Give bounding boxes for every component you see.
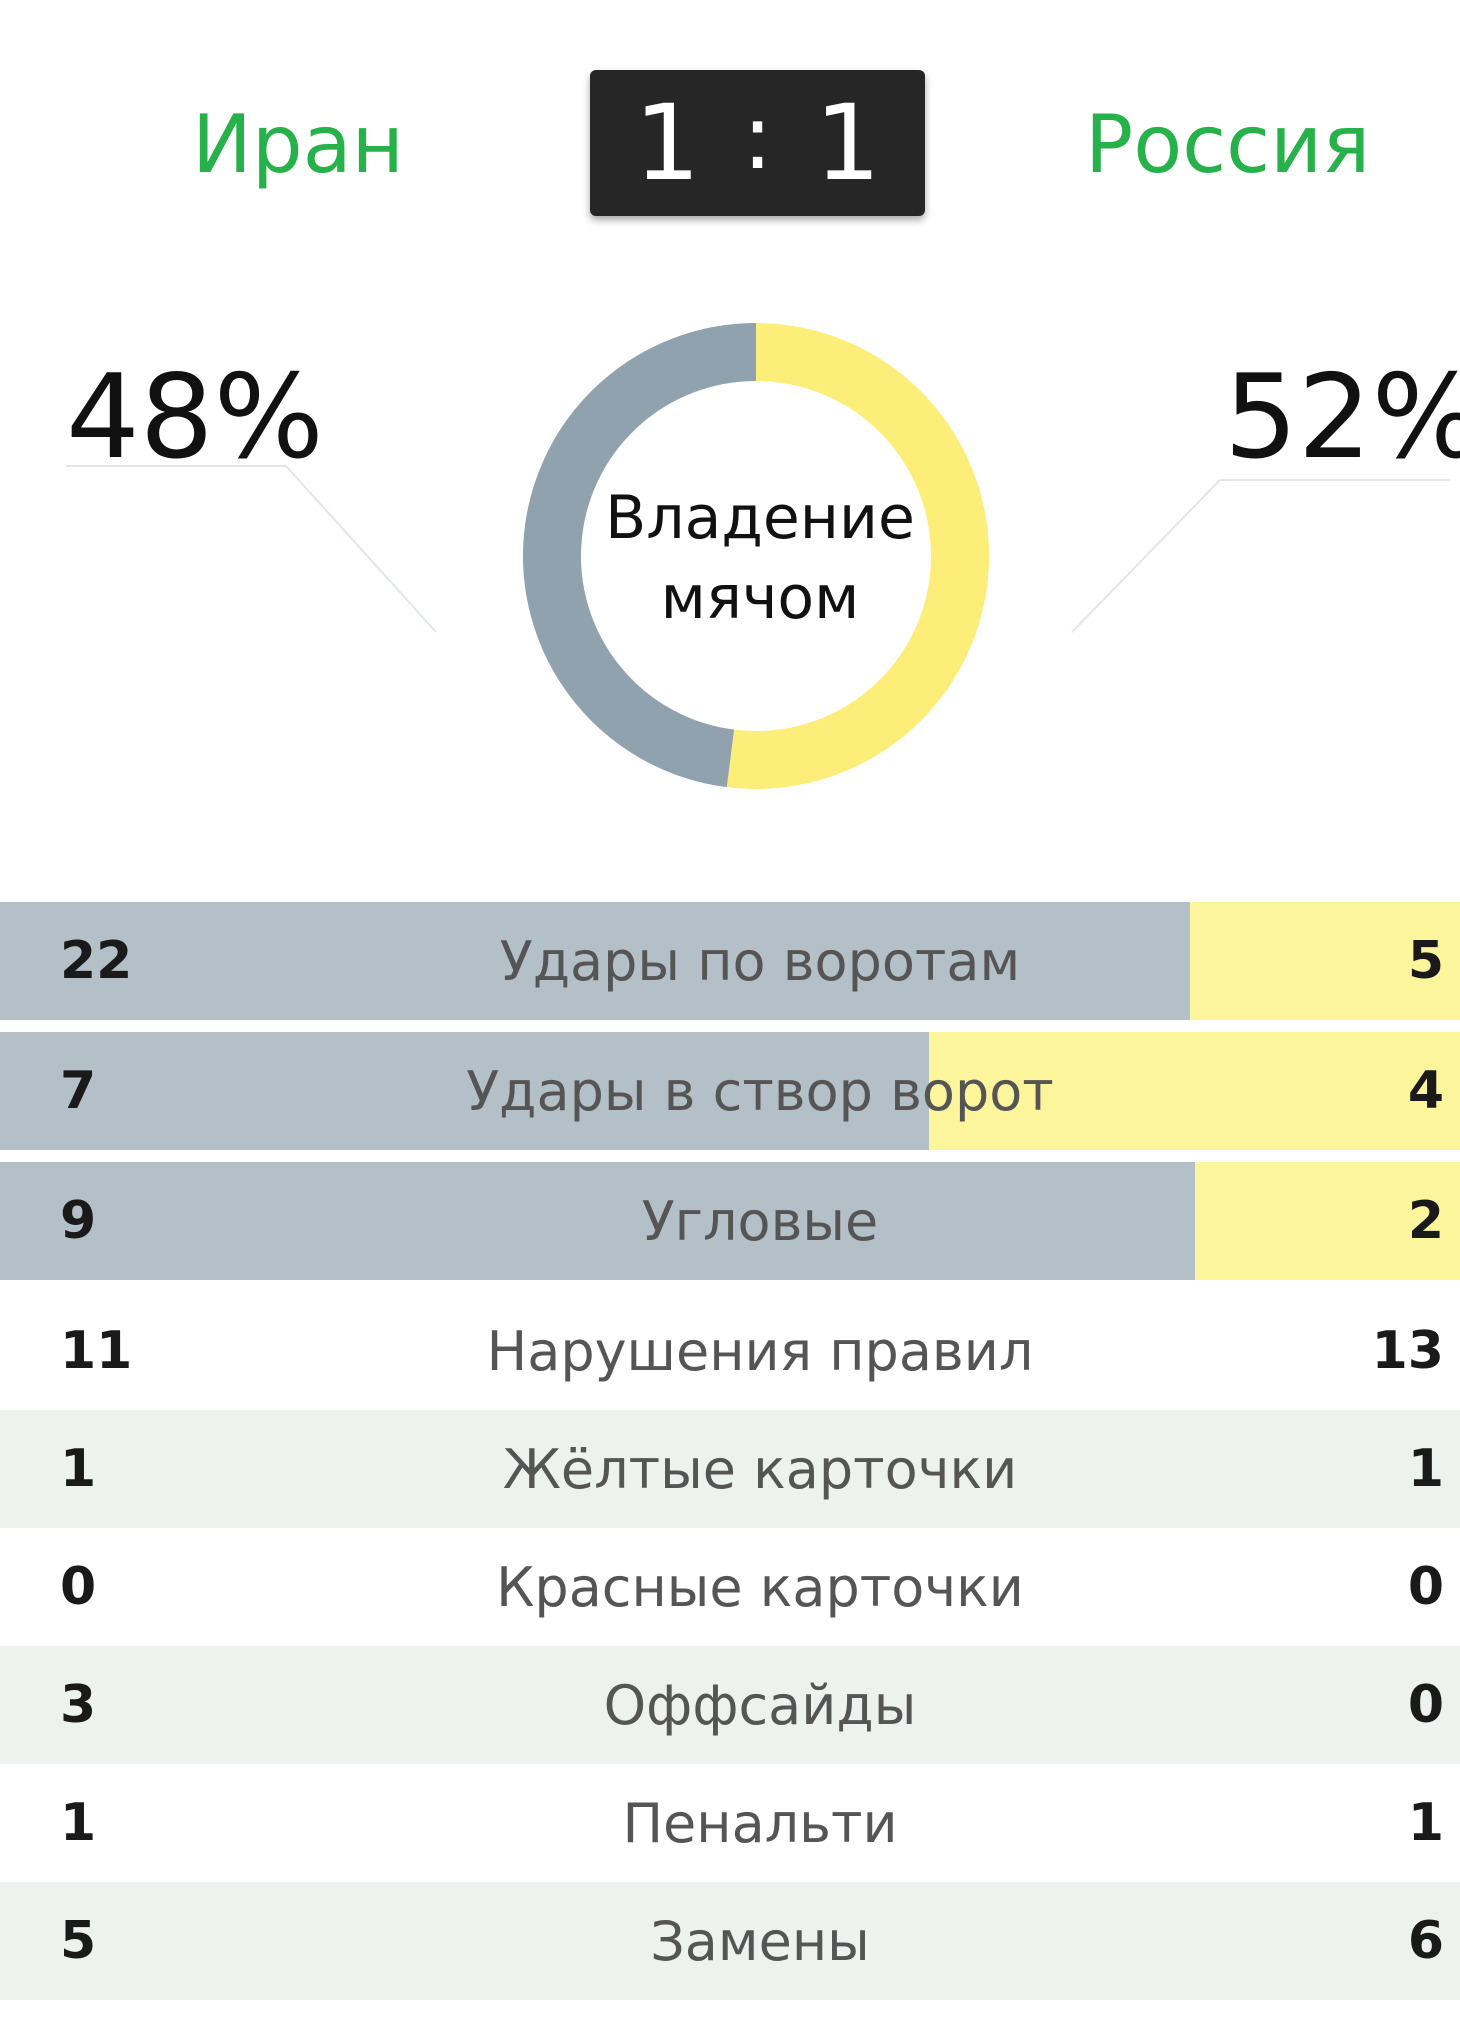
stat-home-value: 22 xyxy=(60,931,133,991)
stat-bar-away xyxy=(1194,1162,1460,1280)
stat-away-value: 0 xyxy=(1407,1557,1444,1617)
stat-label: Красные карточки xyxy=(496,1555,1024,1619)
possession-label: Владение мячом xyxy=(560,478,960,638)
away-score: 1 xyxy=(814,82,881,204)
stat-home-value: 9 xyxy=(60,1191,97,1251)
stat-row: 22 Удары по воротам 5 xyxy=(0,902,1460,1020)
stat-home-value: 0 xyxy=(60,1557,97,1617)
stat-label: Замены xyxy=(650,1909,870,1973)
stat-row: 7 Удары в створ ворот 4 xyxy=(0,1032,1460,1150)
possession-label-line1: Владение xyxy=(605,483,915,553)
scoreboard: 1 : 1 xyxy=(590,70,925,216)
home-team-name: Иран xyxy=(192,98,404,191)
stat-label: Удары в створ ворот xyxy=(466,1059,1054,1123)
stat-away-value: 1 xyxy=(1407,1793,1444,1853)
stat-row: 3 Оффсайды 0 xyxy=(0,1646,1460,1764)
stat-home-value: 1 xyxy=(60,1793,97,1853)
stat-row: 9 Угловые 2 xyxy=(0,1162,1460,1280)
stat-row: 11 Нарушения правил 13 xyxy=(0,1292,1460,1410)
stat-bar-home xyxy=(0,1162,1195,1280)
stat-bar-away xyxy=(929,1032,1460,1150)
donut-segment-away xyxy=(726,323,989,789)
stat-row: 1 Пенальти 1 xyxy=(0,1764,1460,1882)
stat-label: Нарушения правил xyxy=(486,1319,1034,1383)
stat-home-value: 11 xyxy=(60,1321,133,1381)
stat-home-value: 3 xyxy=(60,1675,97,1735)
home-leader-line-diagonal xyxy=(285,465,437,633)
stat-row: 5 Замены 6 xyxy=(0,1882,1460,2000)
stat-label: Пенальти xyxy=(622,1791,898,1855)
away-leader-line-diagonal xyxy=(1071,479,1221,633)
possession-chart: Владение мячом xyxy=(0,0,1460,820)
stat-away-value: 1 xyxy=(1407,1439,1444,1499)
donut-segment-home xyxy=(523,323,757,788)
score-separator: : xyxy=(742,84,773,190)
stat-away-value: 4 xyxy=(1407,1061,1444,1121)
stat-home-value: 1 xyxy=(60,1439,97,1499)
stat-label: Удары по воротам xyxy=(499,929,1021,993)
stat-away-value: 13 xyxy=(1371,1321,1444,1381)
possession-donut xyxy=(66,323,1450,789)
stat-away-value: 6 xyxy=(1407,1911,1444,1971)
stat-home-value: 7 xyxy=(60,1061,97,1121)
stat-bar-home xyxy=(0,1032,930,1150)
stat-row: 1 Жёлтые карточки 1 xyxy=(0,1410,1460,1528)
stat-label: Оффсайды xyxy=(603,1673,917,1737)
away-team-name: Россия xyxy=(1085,98,1371,191)
stat-away-value: 5 xyxy=(1407,931,1444,991)
away-possession-percent: 52% xyxy=(1224,350,1460,485)
stat-label: Жёлтые карточки xyxy=(502,1437,1018,1501)
stat-bar-away xyxy=(1189,902,1460,1020)
home-possession-percent: 48% xyxy=(66,350,324,485)
stats-table: 22 Удары по воротам 5 7 Удары в створ ворот 4… xyxy=(0,902,1460,2000)
stat-away-value: 2 xyxy=(1407,1191,1444,1251)
home-score: 1 xyxy=(634,82,701,204)
stat-away-value: 0 xyxy=(1407,1675,1444,1735)
stat-bar-home xyxy=(0,902,1190,1020)
stat-row: 0 Красные карточки 0 xyxy=(0,1528,1460,1646)
stat-label: Угловые xyxy=(641,1189,879,1253)
stat-home-value: 5 xyxy=(60,1911,97,1971)
possession-label-line2: мячом xyxy=(660,563,860,633)
